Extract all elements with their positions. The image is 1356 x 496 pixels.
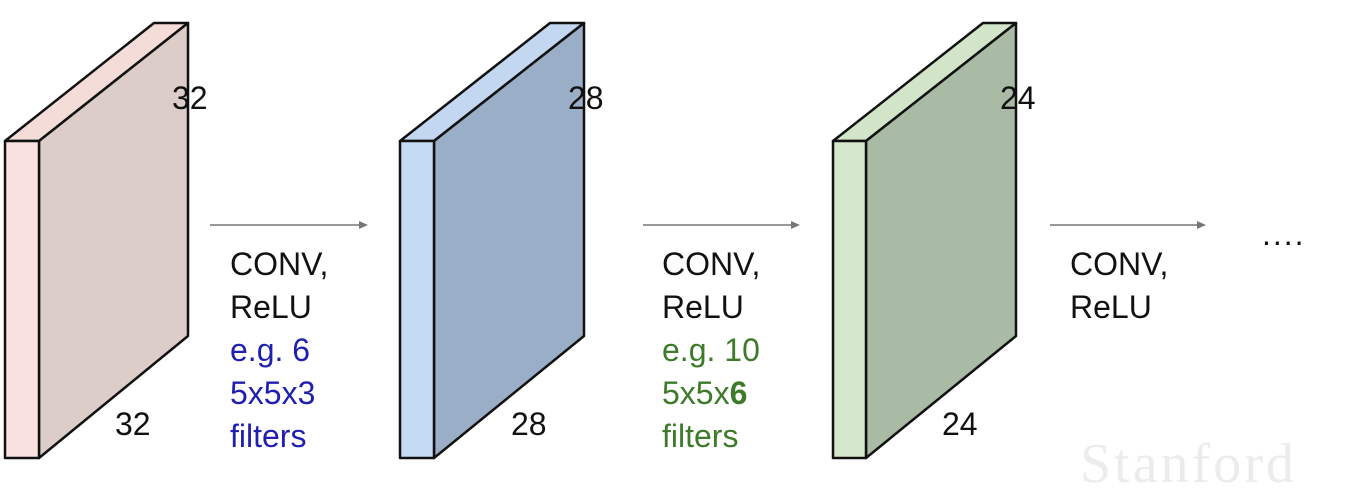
arrow-1-op-line2: ReLU bbox=[230, 289, 312, 325]
arrow-1 bbox=[210, 221, 368, 229]
volume-input-top-label: 32 bbox=[172, 80, 208, 116]
arrow-2-detail-line2: 5x5x6 bbox=[662, 372, 760, 415]
arrow-2-detail-line1: e.g. 10 bbox=[662, 332, 760, 368]
arrow-2-label: CONV, ReLU e.g. 10 5x5x6 filters bbox=[662, 243, 760, 458]
arrow-1-detail-line2: 5x5x3 bbox=[230, 372, 328, 415]
arrow-3-op-line1: CONV, bbox=[1070, 246, 1169, 282]
arrow-3-label: CONV, ReLU bbox=[1070, 243, 1168, 329]
volume-conv2 bbox=[831, 21, 1018, 460]
arrow-1-head bbox=[359, 221, 368, 229]
volume-conv2-side-face bbox=[864, 21, 1018, 460]
arrow-1-detail-line2-prefix: 5x5x3 bbox=[230, 375, 316, 411]
arrow-2-op-line1: CONV, bbox=[662, 246, 761, 282]
volume-conv1-top-label: 28 bbox=[568, 80, 604, 116]
volume-conv1-bottom-label: 28 bbox=[511, 406, 547, 442]
arrow-2 bbox=[643, 221, 800, 229]
arrow-2-detail-line2-prefix: 5x5x bbox=[662, 375, 730, 411]
volume-conv2-bottom-label: 24 bbox=[942, 406, 978, 442]
volume-input-bottom-label: 32 bbox=[115, 406, 151, 442]
watermark: Stanford bbox=[1080, 433, 1297, 495]
arrow-1-op-line1: CONV, bbox=[230, 246, 329, 282]
volume-conv1-side-face bbox=[432, 21, 586, 460]
arrow-1-label: CONV, ReLU e.g. 6 5x5x3 filters bbox=[230, 243, 328, 458]
arrow-3 bbox=[1050, 221, 1206, 229]
arrow-3-head bbox=[1197, 221, 1206, 229]
arrow-1-detail-line1: e.g. 6 bbox=[230, 332, 311, 368]
volume-input-front-face bbox=[3, 139, 41, 460]
arrow-1-detail-line3: filters bbox=[230, 418, 307, 454]
cnn-diagram: Stanford 32 32 28 28 24 24 CONV, ReLU e.… bbox=[3, 21, 1306, 495]
volume-input bbox=[3, 21, 190, 460]
volume-conv1-front-face bbox=[398, 139, 436, 460]
volume-conv1 bbox=[398, 21, 586, 460]
volume-conv2-top-label: 24 bbox=[1000, 80, 1036, 116]
diagram-canvas bbox=[3, 21, 1206, 460]
volume-input-side-face bbox=[37, 21, 190, 460]
ellipsis: .... bbox=[1262, 216, 1306, 252]
arrow-2-op-line2: ReLU bbox=[662, 289, 744, 325]
arrow-2-detail-line3: filters bbox=[662, 418, 739, 454]
arrow-3-op-line2: ReLU bbox=[1070, 289, 1152, 325]
volume-conv2-front-face bbox=[831, 139, 868, 460]
arrow-2-head bbox=[791, 221, 800, 229]
arrow-2-detail-line2-bold: 6 bbox=[729, 375, 748, 411]
